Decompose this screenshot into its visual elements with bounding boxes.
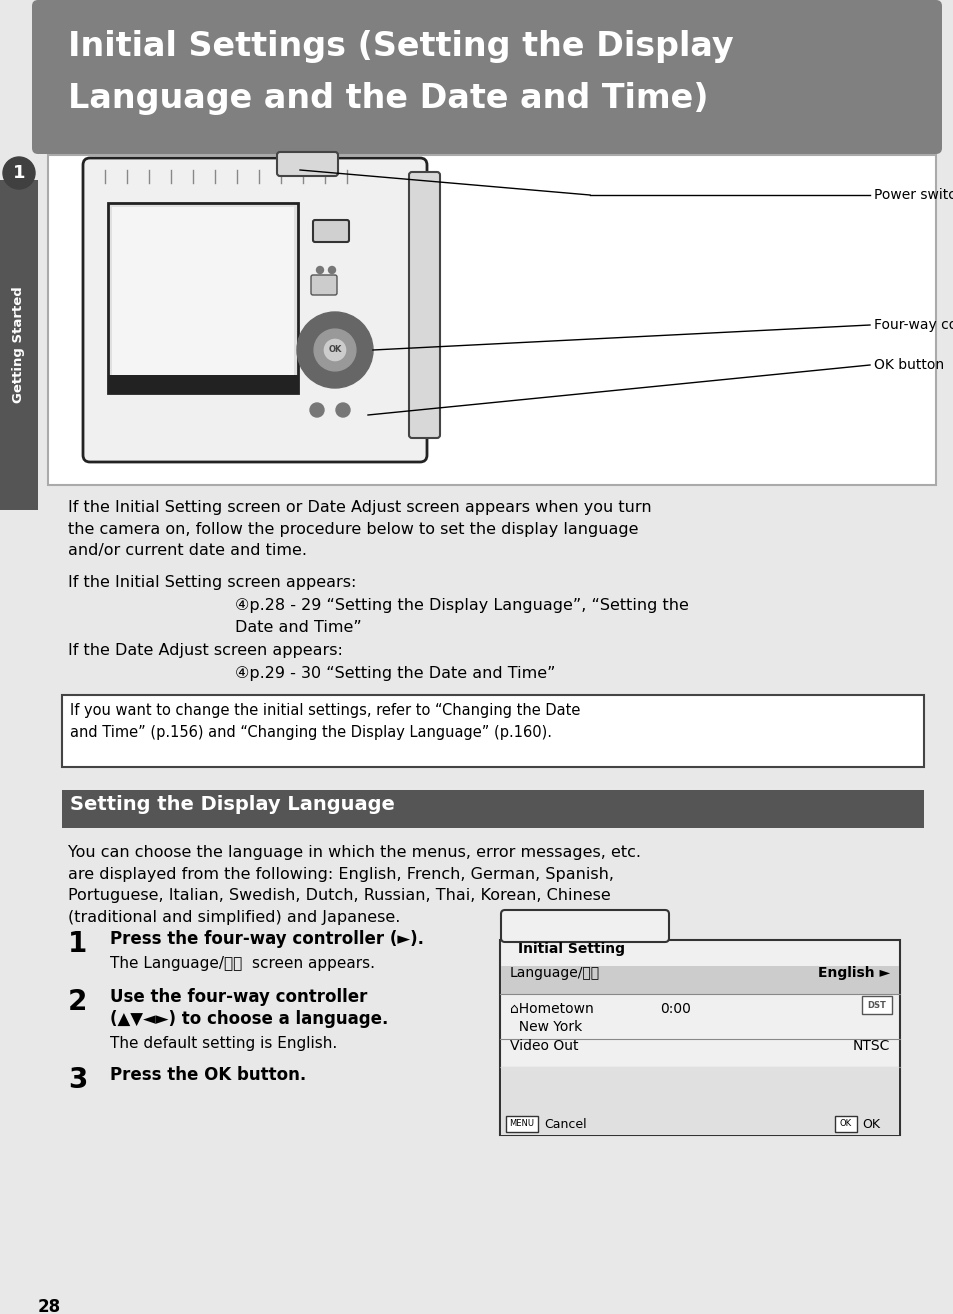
Text: ④p.29 - 30 “Setting the Date and Time”: ④p.29 - 30 “Setting the Date and Time”	[234, 666, 555, 681]
Text: English ►: English ►	[817, 966, 889, 980]
Text: 28: 28	[38, 1298, 61, 1314]
FancyBboxPatch shape	[409, 172, 439, 438]
FancyBboxPatch shape	[32, 0, 941, 154]
Circle shape	[328, 279, 335, 285]
Circle shape	[316, 279, 323, 285]
Text: ⌂Hometown: ⌂Hometown	[510, 1003, 593, 1016]
Text: New York: New York	[510, 1020, 581, 1034]
Circle shape	[296, 311, 373, 388]
Text: OK: OK	[328, 346, 341, 355]
Text: Press the four-way controller (►).: Press the four-way controller (►).	[110, 930, 423, 947]
Text: 1: 1	[12, 164, 25, 183]
Text: If you want to change the initial settings, refer to “Changing the Date
and Time: If you want to change the initial settin…	[70, 703, 579, 740]
Text: Use the four-way controller: Use the four-way controller	[110, 988, 367, 1007]
Text: (▲▼◄►) to choose a language.: (▲▼◄►) to choose a language.	[110, 1010, 388, 1028]
Text: Initial Settings (Setting the Display: Initial Settings (Setting the Display	[68, 30, 733, 63]
FancyBboxPatch shape	[500, 911, 668, 942]
Bar	[499, 940, 899, 1135]
Text: OK button: OK button	[873, 357, 943, 372]
Bar	[62, 695, 923, 767]
Bar	[500, 1067, 898, 1135]
Text: If the Initial Setting screen appears:: If the Initial Setting screen appears:	[68, 576, 356, 590]
Text: Date and Time”: Date and Time”	[234, 620, 361, 635]
Circle shape	[3, 156, 35, 189]
Text: You can choose the language in which the menus, error messages, etc.
are display: You can choose the language in which the…	[68, 845, 640, 925]
Text: 3: 3	[68, 1066, 88, 1095]
Circle shape	[324, 339, 345, 360]
Text: ④p.28 - 29 “Setting the Display Language”, “Setting the: ④p.28 - 29 “Setting the Display Language…	[234, 598, 688, 614]
Bar	[834, 1116, 856, 1131]
Text: Language/言語: Language/言語	[510, 966, 599, 980]
Text: 0:00: 0:00	[659, 1003, 690, 1016]
Text: Getting Started: Getting Started	[12, 286, 26, 403]
Text: If the Initial Setting screen or Date Adjust screen appears when you turn
the ca: If the Initial Setting screen or Date Ad…	[68, 501, 651, 558]
FancyBboxPatch shape	[313, 219, 349, 242]
Bar	[48, 155, 935, 485]
Bar	[0, 0, 38, 1314]
Circle shape	[335, 403, 350, 417]
Text: Cancel: Cancel	[543, 1117, 586, 1130]
Bar	[505, 1116, 537, 1131]
Text: Video Out: Video Out	[510, 1039, 578, 1053]
Bar	[862, 996, 891, 1014]
Circle shape	[310, 403, 324, 417]
Text: DST: DST	[866, 1000, 885, 1009]
Text: 2: 2	[68, 988, 88, 1016]
Bar	[500, 966, 898, 993]
Circle shape	[328, 267, 335, 273]
Circle shape	[316, 267, 323, 273]
Bar	[62, 790, 923, 828]
Text: Four-way controller: Four-way controller	[873, 318, 953, 332]
Text: Setting the Display Language: Setting the Display Language	[70, 795, 395, 813]
Text: Initial Setting: Initial Setting	[517, 942, 624, 957]
Text: OK: OK	[862, 1117, 879, 1130]
Text: The Language/言語  screen appears.: The Language/言語 screen appears.	[110, 957, 375, 971]
Circle shape	[314, 328, 355, 371]
Text: The default setting is English.: The default setting is English.	[110, 1035, 337, 1051]
Bar	[112, 208, 294, 389]
Text: NTSC: NTSC	[852, 1039, 889, 1053]
Bar	[0, 180, 38, 510]
Text: Press the OK button.: Press the OK button.	[110, 1066, 306, 1084]
FancyBboxPatch shape	[311, 275, 336, 296]
FancyBboxPatch shape	[276, 152, 337, 176]
Text: 1: 1	[68, 930, 87, 958]
Bar	[108, 374, 297, 393]
Text: If the Date Adjust screen appears:: If the Date Adjust screen appears:	[68, 643, 342, 658]
Bar	[108, 202, 297, 393]
Text: Power switch: Power switch	[873, 188, 953, 202]
Text: Language and the Date and Time): Language and the Date and Time)	[68, 81, 708, 116]
Text: MENU: MENU	[509, 1120, 534, 1129]
FancyBboxPatch shape	[83, 158, 427, 463]
Text: OK: OK	[839, 1120, 851, 1129]
